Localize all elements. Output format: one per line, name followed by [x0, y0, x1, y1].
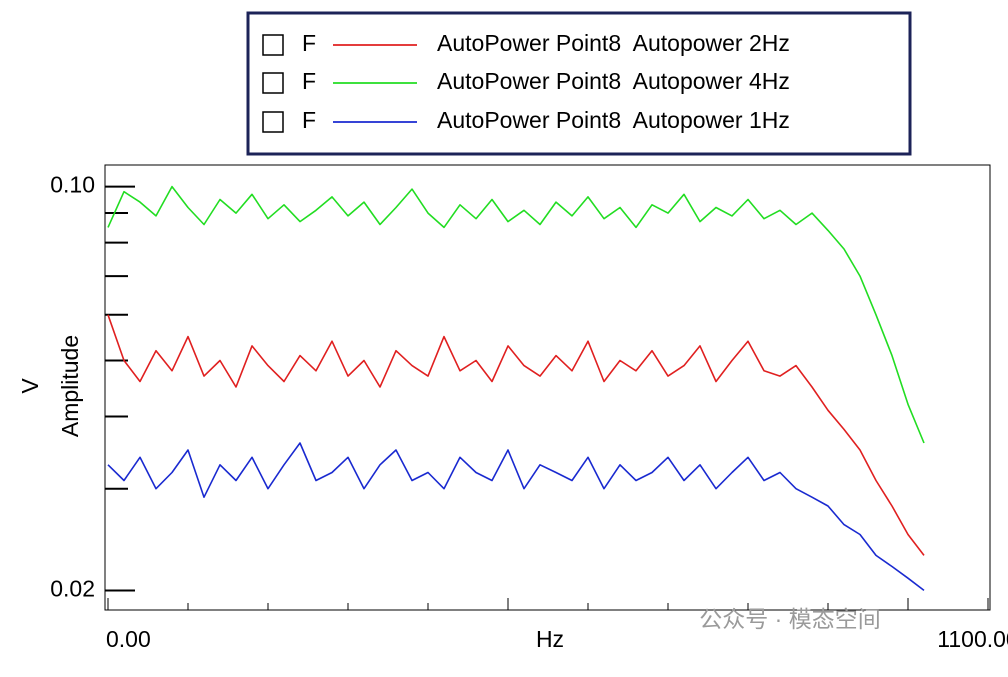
x-tick-label: 0.00: [106, 626, 151, 652]
legend-checkbox: [262, 34, 284, 56]
x-tick-label: 1100.00: [937, 626, 1008, 652]
plot-area: [104, 164, 991, 611]
series-line: [107, 442, 925, 592]
x-axis-label: Hz: [536, 626, 564, 652]
legend-flag: F: [302, 30, 316, 56]
legend-checkbox: [262, 72, 284, 94]
legend-label: AutoPower Point8 Autopower 1Hz: [437, 107, 790, 133]
y-tick-label: 0.02: [50, 576, 95, 602]
legend-label: AutoPower Point8 Autopower 4Hz: [437, 68, 790, 94]
series-line: [107, 314, 925, 556]
series-line: [107, 185, 925, 444]
y-tick-label: 0.10: [50, 172, 95, 198]
y-axis-label: Amplitude: [57, 335, 83, 437]
y-axis-unit: V: [17, 378, 43, 394]
legend-flag: F: [302, 107, 316, 133]
legend-flag: F: [302, 68, 316, 94]
legend-label: AutoPower Point8 Autopower 2Hz: [437, 30, 790, 56]
watermark: 公众号 · 模态空间: [699, 606, 880, 632]
legend-checkbox: [262, 111, 284, 133]
